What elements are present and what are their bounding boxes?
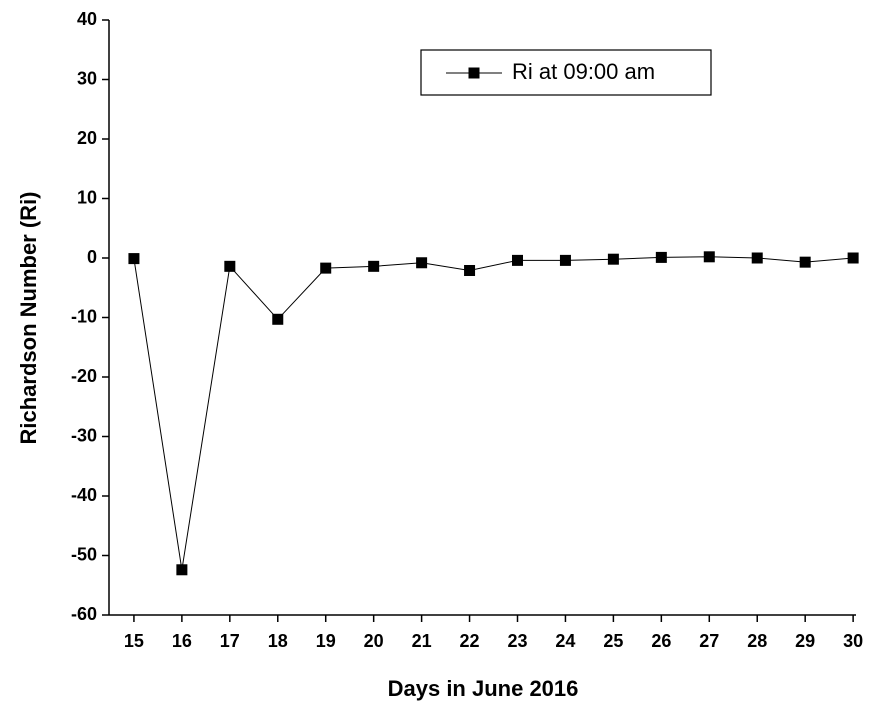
- data-point: [847, 252, 859, 264]
- data-point: [607, 253, 619, 265]
- y-tick-label: -60: [71, 604, 97, 624]
- legend-marker: [468, 67, 480, 79]
- y-tick-label: 10: [77, 187, 97, 207]
- data-point: [799, 256, 811, 268]
- y-tick-label: 40: [77, 9, 97, 29]
- data-point: [512, 254, 524, 266]
- data-point: [320, 262, 332, 274]
- x-tick-label: 21: [412, 631, 432, 651]
- x-tick-label: 26: [651, 631, 671, 651]
- y-tick-label: -30: [71, 425, 97, 445]
- x-tick-label: 20: [364, 631, 384, 651]
- y-tick-label: 30: [77, 68, 97, 88]
- x-tick-label: 23: [507, 631, 527, 651]
- x-tick-label: 28: [747, 631, 767, 651]
- x-tick-label: 18: [268, 631, 288, 651]
- y-tick-label: 0: [87, 247, 97, 267]
- data-point: [368, 260, 380, 272]
- x-tick-label: 29: [795, 631, 815, 651]
- series-line: [133, 256, 854, 570]
- y-tick-label: -20: [71, 366, 97, 386]
- x-tick-label: 19: [316, 631, 336, 651]
- data-point: [416, 257, 428, 269]
- data-point: [559, 254, 571, 266]
- data-point: [703, 251, 715, 263]
- y-tick-label: 20: [77, 128, 97, 148]
- x-tick-label: 24: [555, 631, 575, 651]
- y-tick-label: -40: [71, 485, 97, 505]
- x-tick-label: 25: [603, 631, 623, 651]
- x-tick-label: 17: [220, 631, 240, 651]
- x-tick-label: 27: [699, 631, 719, 651]
- data-point: [464, 264, 476, 276]
- y-axis-label: Richardson Number (Ri): [16, 191, 41, 444]
- x-tick-label: 22: [460, 631, 480, 651]
- legend-label: Ri at 09:00 am: [512, 59, 655, 84]
- data-point: [751, 252, 763, 264]
- data-point: [224, 260, 236, 272]
- data-point: [176, 564, 188, 576]
- x-tick-label: 16: [172, 631, 192, 651]
- data-point: [272, 313, 284, 325]
- x-axis-label: Days in June 2016: [388, 676, 579, 701]
- y-tick-label: -50: [71, 544, 97, 564]
- data-point: [128, 253, 140, 265]
- x-tick-label: 30: [843, 631, 863, 651]
- y-tick-label: -10: [71, 306, 97, 326]
- x-tick-label: 15: [124, 631, 144, 651]
- data-point: [655, 251, 667, 263]
